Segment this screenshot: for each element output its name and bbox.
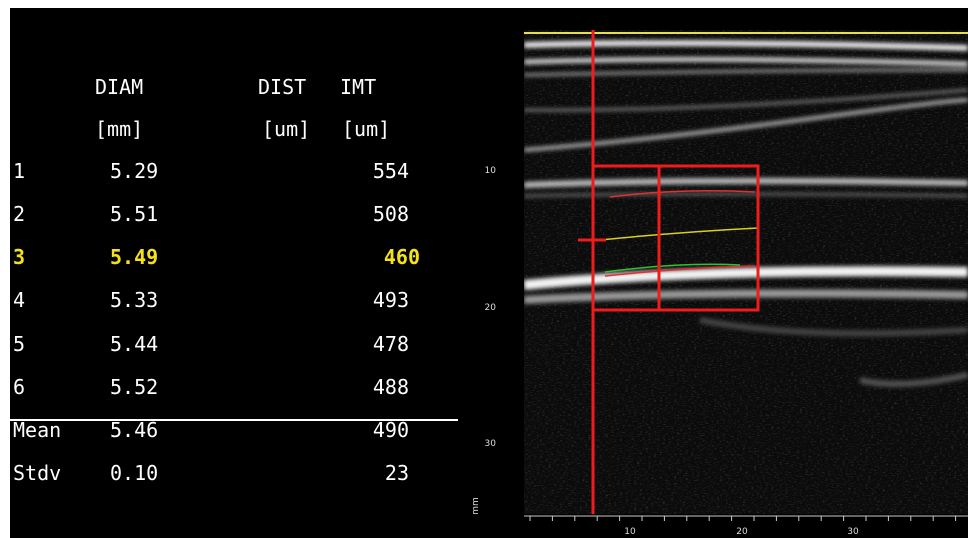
diam-value: 5.44	[110, 332, 158, 356]
imt-value: 493	[373, 288, 409, 312]
row-label: 2	[13, 202, 25, 226]
imt-value: 478	[373, 332, 409, 356]
y-tick-label: 10	[485, 166, 497, 176]
diam-value: 5.33	[110, 288, 158, 312]
imt-value: 488	[373, 375, 409, 399]
column-unit: [mm]	[95, 117, 143, 141]
diam-value: 0.10	[110, 461, 158, 485]
y-unit: mm	[471, 497, 481, 515]
imt-value: 508	[373, 202, 409, 226]
display: DIAM DIST IMT [mm] [um] [um] 1 5.29 554 2 5.51 508 3…	[0, 0, 968, 538]
column-header: IMT	[340, 75, 376, 99]
imt-value: 460	[384, 245, 420, 269]
diam-value: 5.52	[110, 375, 158, 399]
column-header: DIAM	[95, 75, 143, 99]
row-label: Stdv	[13, 461, 61, 485]
row-label: 6	[13, 375, 25, 399]
column-header: DIST	[258, 75, 306, 99]
column-unit: [um]	[342, 117, 390, 141]
row-label: 1	[13, 159, 25, 183]
diam-value: 5.29	[110, 159, 158, 183]
row-label: 3	[13, 245, 25, 269]
column-unit: [um]	[262, 117, 310, 141]
x-tick-label: 30	[847, 527, 859, 537]
row-label: 4	[13, 288, 25, 312]
imt-value: 23	[385, 461, 409, 485]
screen: DIAM DIST IMT [mm] [um] [um] 1 5.29 554 2 5.51 508 3…	[0, 0, 968, 538]
row-label: Mean	[13, 418, 61, 442]
row-label: 5	[13, 332, 25, 356]
diam-value: 5.46	[110, 418, 158, 442]
y-tick-label: 20	[485, 303, 497, 313]
diam-value: 5.49	[110, 245, 158, 269]
imt-value: 554	[373, 159, 409, 183]
ultrasound-image	[524, 30, 968, 515]
x-tick-label: 20	[736, 527, 748, 537]
imt-value: 490	[373, 418, 409, 442]
x-tick-label: 10	[624, 527, 636, 537]
diam-value: 5.51	[110, 202, 158, 226]
y-tick-label: 30	[485, 439, 497, 449]
